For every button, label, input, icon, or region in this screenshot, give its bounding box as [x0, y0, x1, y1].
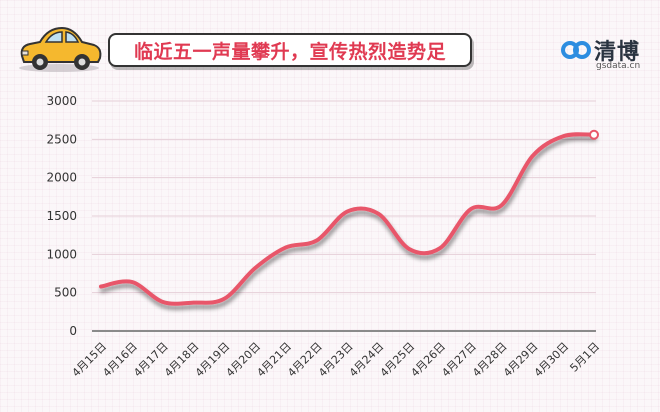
y-tick-label: 1500 [46, 209, 77, 223]
y-tick-label: 2000 [46, 171, 77, 185]
page-title: 临近五一声量攀升，宣传热烈造势足 [133, 40, 446, 63]
data-point [531, 155, 533, 157]
y-tick-label: 1000 [46, 247, 77, 261]
y-tick-label: 3000 [46, 94, 77, 108]
data-point [100, 285, 102, 287]
data-point [223, 298, 225, 300]
x-tick-label: 5月1日 [567, 340, 602, 375]
car-icon [19, 26, 102, 72]
data-point [192, 301, 194, 303]
series-layer [99, 129, 599, 306]
series-line [99, 132, 596, 306]
data-point [346, 210, 348, 212]
data-point [439, 247, 441, 249]
brand-logo: 清博 gsdata.cn [560, 34, 650, 71]
data-point [285, 246, 287, 248]
x-tick-labels: 4月15日4月16日4月17日4月18日4月19日4月20日4月21日4月22日… [70, 340, 603, 380]
data-point [131, 281, 133, 283]
title-box: 临近五一声量攀升，宣传热烈造势足 [108, 33, 472, 67]
data-point [377, 213, 379, 215]
data-point [500, 204, 502, 206]
data-point [161, 301, 163, 303]
grid-lines [92, 100, 596, 294]
infinity-link-icon [561, 41, 591, 59]
y-tick-label: 0 [69, 324, 77, 338]
logo-name: 清博 [594, 40, 641, 65]
data-point [589, 129, 599, 140]
y-tick-label: 2500 [46, 132, 77, 146]
data-point [470, 208, 472, 210]
data-point [408, 248, 410, 250]
y-tick-label: 500 [54, 286, 77, 300]
y-tick-labels: 0 500 1000 1500 2000 2500 3000 [46, 94, 77, 338]
data-point [315, 239, 317, 241]
data-point [254, 267, 256, 269]
x-tick-label: 4月30日 [532, 340, 572, 380]
data-point [562, 135, 564, 137]
logo-domain: gsdata.cn [596, 61, 641, 71]
